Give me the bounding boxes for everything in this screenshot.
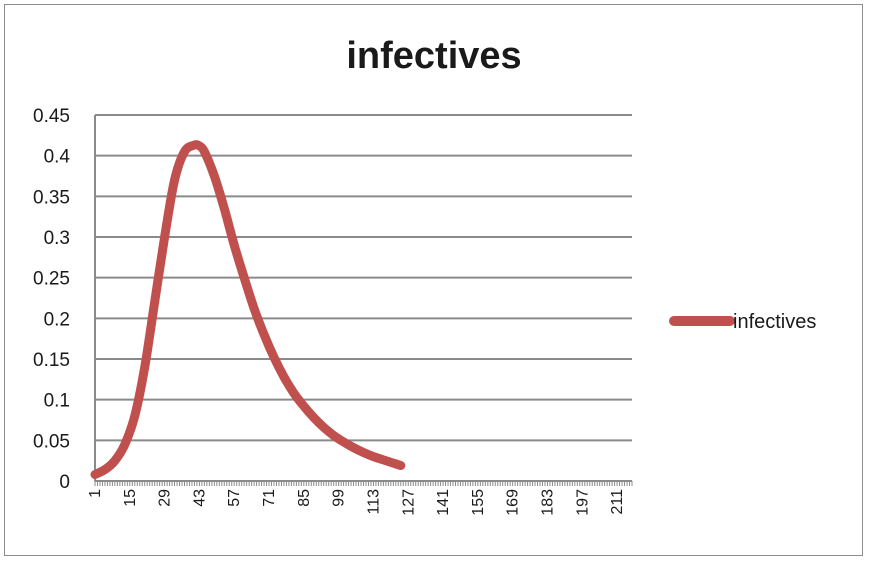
legend-label: infectives (733, 311, 816, 333)
x-tick-label: 85 (296, 489, 313, 507)
x-tick-label: 43 (191, 489, 208, 507)
x-tick-label: 197 (574, 489, 591, 516)
chart-title: infectives (346, 35, 521, 77)
y-tick-label: 0.45 (33, 106, 70, 127)
x-tick-label: 29 (157, 489, 174, 507)
chart-frame (4, 4, 863, 556)
x-tick-label: 183 (539, 489, 556, 516)
x-tick-label: 99 (331, 489, 348, 507)
legend: infectives (669, 311, 816, 333)
x-tick-label: 211 (609, 489, 626, 515)
y-tick-label: 0.05 (33, 431, 70, 452)
y-tick-label: 0.2 (44, 309, 70, 330)
y-tick-label: 0.15 (33, 350, 70, 371)
x-tick-label: 57 (226, 489, 243, 507)
x-tick-label: 113 (365, 489, 382, 515)
x-tick-label: 169 (505, 489, 522, 516)
y-tick-label: 0 (59, 472, 70, 493)
series-layer (90, 140, 406, 479)
y-tick-label: 0.4 (44, 147, 71, 168)
x-tick-label: 15 (122, 489, 139, 507)
x-tick-label: 71 (261, 489, 278, 507)
y-axis-ticks: 0 0.05 0.1 0.15 0.2 0.25 0.3 0.35 0.4 0.45 (33, 106, 70, 493)
y-tick-label: 0.25 (33, 269, 70, 290)
y-tick-label: 0.35 (33, 187, 70, 208)
series-line-infectives (90, 140, 406, 479)
x-axis-ticks: 1 15 29 43 57 71 85 99 113 127 141 155 169 183 197 211 (87, 481, 633, 516)
x-tick-label: 141 (435, 489, 452, 516)
x-tick-label: 155 (470, 489, 487, 516)
x-tick-label: 1 (87, 489, 104, 498)
x-tick-label: 127 (400, 489, 417, 516)
y-tick-label: 0.3 (44, 228, 70, 249)
y-tick-label: 0.1 (44, 391, 70, 412)
